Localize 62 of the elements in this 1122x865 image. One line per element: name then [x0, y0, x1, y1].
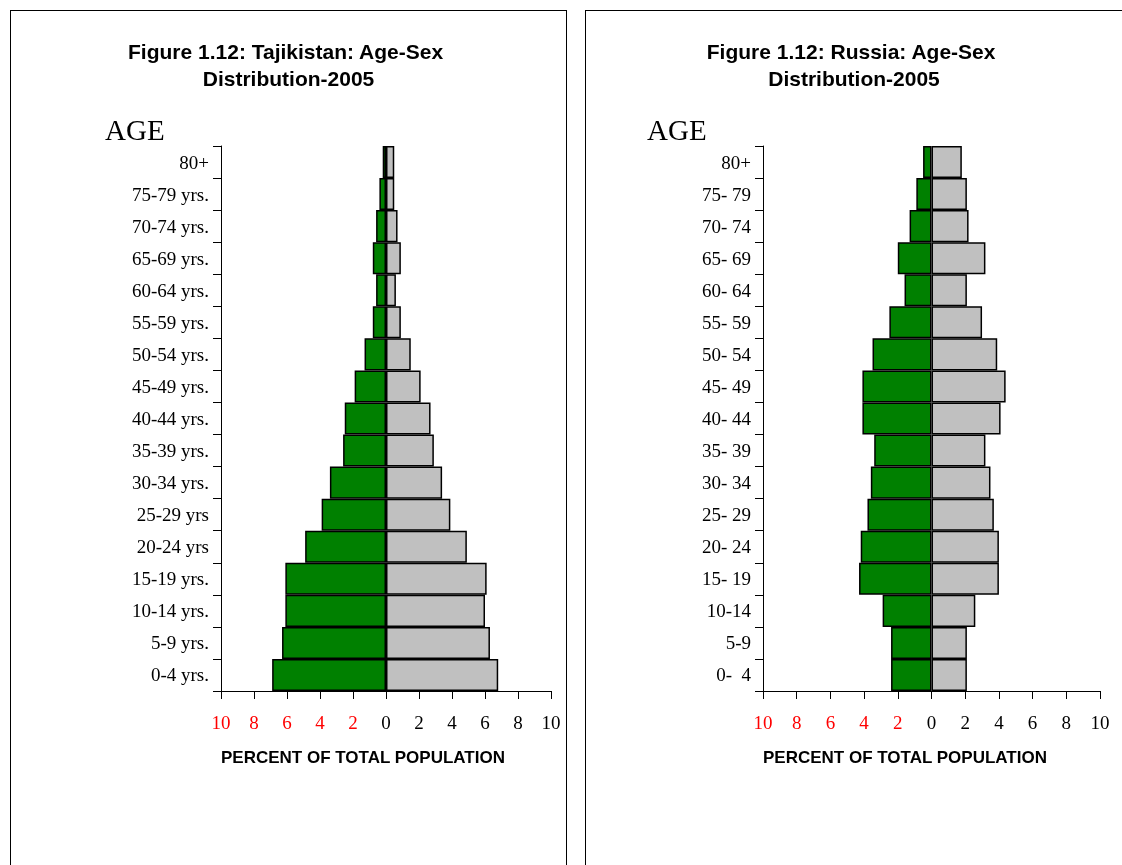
y-tick-label: 40-44 yrs.	[131, 408, 209, 429]
y-tick-label: 20-24 yrs	[136, 536, 209, 558]
y-tick-label: 45- 49	[701, 375, 751, 397]
x-tick-label: 4	[315, 712, 326, 733]
y-tick-label: 65- 69	[701, 247, 751, 269]
y-tick-label: 55- 59	[701, 311, 751, 333]
x-tick-label: 10	[541, 712, 561, 733]
y-tick-label: 0- 4	[716, 664, 752, 686]
y-tick-label: 35-39 yrs.	[131, 440, 209, 462]
y-tick-label: 40- 44	[701, 408, 752, 429]
x-tick-label: 2	[893, 712, 903, 733]
x-tick-label: 0	[381, 712, 391, 733]
y-tick-label: 0-4 yrs.	[150, 664, 209, 686]
y-tick-label: 5-9	[725, 632, 751, 654]
x-tick-label: 8	[249, 712, 259, 733]
x-tick-label: 8	[513, 712, 523, 733]
y-tick-label: 60-64 yrs.	[131, 279, 209, 301]
x-tick-label: 10	[1090, 712, 1110, 733]
x-tick-label: 4	[859, 712, 870, 733]
y-tick-label: 60- 64	[701, 279, 752, 301]
y-tick-label: 75- 79	[701, 183, 751, 205]
x-tick-label: 2	[414, 712, 424, 733]
y-tick-label: 15- 19	[701, 568, 751, 590]
x-tick-label: 10	[753, 712, 773, 733]
y-tick-label: 10-14 yrs.	[131, 600, 209, 622]
y-tick-label: 30- 34	[701, 472, 752, 494]
y-axis-title: AGE	[105, 113, 165, 146]
y-tick-label: 55-59 yrs.	[131, 311, 209, 333]
x-tick-label: 6	[480, 712, 490, 733]
chart-title: Figure 1.12: Tajikistan: Age-Sex Distribution-2005	[128, 40, 449, 90]
x-tick-label: 0	[926, 712, 937, 733]
x-tick-label: 10	[211, 712, 231, 733]
x-tick-label: 8	[791, 712, 802, 733]
y-tick-label: 25- 29	[701, 504, 751, 526]
y-tick-label: 20- 24	[701, 536, 752, 558]
x-tick-label: 6	[1027, 712, 1038, 733]
x-tick-label: 4	[447, 712, 458, 733]
y-tick-label: 65-69 yrs.	[131, 247, 209, 269]
y-tick-label: 70- 74	[701, 215, 752, 237]
y-axis-title: AGE	[647, 113, 707, 146]
x-tick-label: 6	[282, 712, 292, 733]
y-tick-label: 80+	[721, 151, 751, 173]
y-tick-label: 80+	[179, 151, 209, 173]
y-tick-label: 10-14	[706, 600, 752, 622]
y-tick-label: 35- 39	[701, 440, 751, 462]
x-tick-label: 2	[960, 712, 970, 733]
x-tick-label: 8	[1061, 712, 1072, 733]
y-tick-label: 50-54 yrs.	[131, 343, 209, 365]
y-tick-label: 45-49 yrs.	[131, 375, 209, 397]
y-tick-label: 5-9 yrs.	[150, 632, 209, 654]
x-tick-label: 2	[348, 712, 358, 733]
y-tick-label: 25-29 yrs	[136, 504, 209, 526]
y-tick-label: 70-74 yrs.	[131, 215, 209, 237]
y-tick-label: 15-19 yrs.	[131, 568, 209, 590]
chart-title: Figure 1.12: Russia: Age-Sex Distribution-2005	[706, 40, 1002, 90]
x-axis-title: PERCENT OF TOTAL POPULATION	[221, 748, 505, 767]
y-tick-label: 50- 54	[701, 343, 752, 365]
x-tick-label: 6	[825, 712, 836, 733]
x-tick-label: 4	[994, 712, 1005, 733]
x-axis-title: PERCENT OF TOTAL POPULATION	[763, 748, 1047, 767]
y-tick-label: 30-34 yrs.	[131, 472, 209, 494]
y-tick-label: 75-79 yrs.	[131, 183, 209, 205]
